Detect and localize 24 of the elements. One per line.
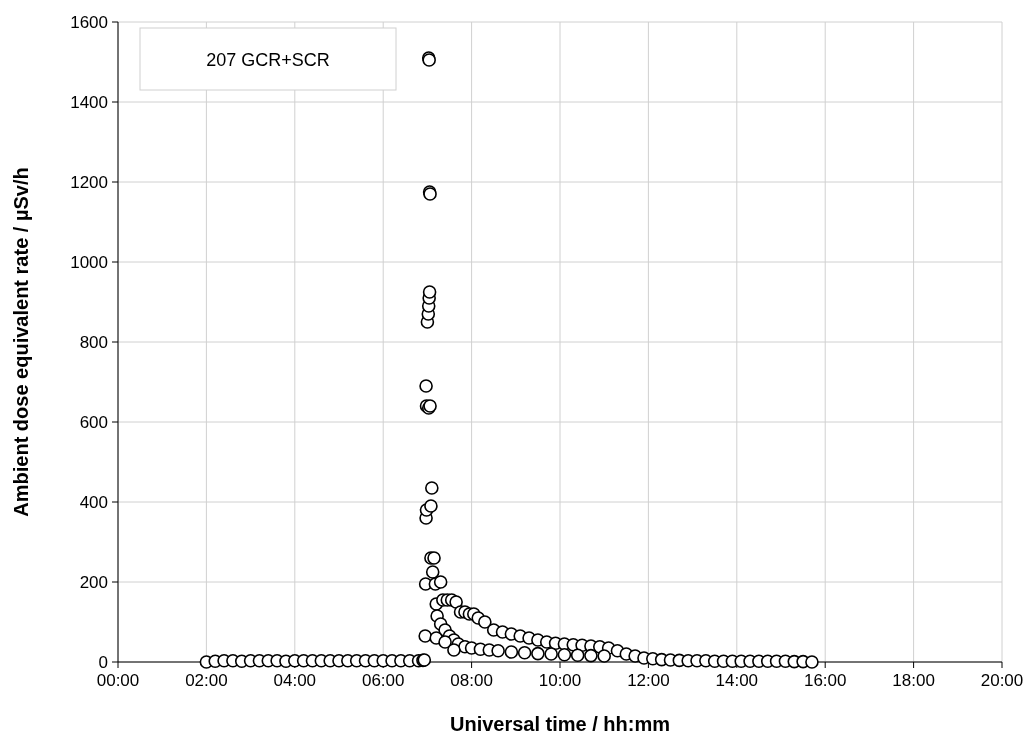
y-tick-label: 1200 bbox=[70, 173, 108, 192]
x-tick-label: 14:00 bbox=[715, 671, 759, 690]
x-tick-label: 12:00 bbox=[627, 671, 670, 690]
x-tick-label: 20:00 bbox=[980, 671, 1024, 690]
x-tick-label: 08:00 bbox=[450, 671, 493, 690]
x-tick-label: 04:00 bbox=[273, 671, 317, 690]
y-tick-label: 1600 bbox=[70, 13, 108, 32]
y-tick-label: 1400 bbox=[70, 93, 108, 112]
y-tick-label: 0 bbox=[98, 653, 108, 672]
y-tick-label: 400 bbox=[79, 493, 108, 512]
y-tick-label: 1000 bbox=[70, 253, 108, 272]
x-axis-title: Universal time / hh:mm bbox=[449, 713, 671, 735]
y-tick-label: 200 bbox=[79, 573, 108, 592]
y-axis-title: Ambient dose equivalent rate / µSv/h bbox=[10, 167, 32, 517]
x-tick-label: 00:00 bbox=[96, 671, 140, 690]
x-tick-label: 02:00 bbox=[185, 671, 228, 690]
x-tick-label: 18:00 bbox=[892, 671, 935, 690]
y-tick-label: 600 bbox=[79, 413, 108, 432]
x-tick-label: 10:00 bbox=[538, 671, 582, 690]
y-tick-label: 800 bbox=[79, 333, 108, 352]
annotation: 207 GCR+SCR bbox=[206, 50, 330, 70]
x-tick-label: 16:00 bbox=[803, 671, 847, 690]
x-tick-label: 06:00 bbox=[361, 671, 405, 690]
note-box: 207 GCR+SCR bbox=[139, 27, 397, 91]
